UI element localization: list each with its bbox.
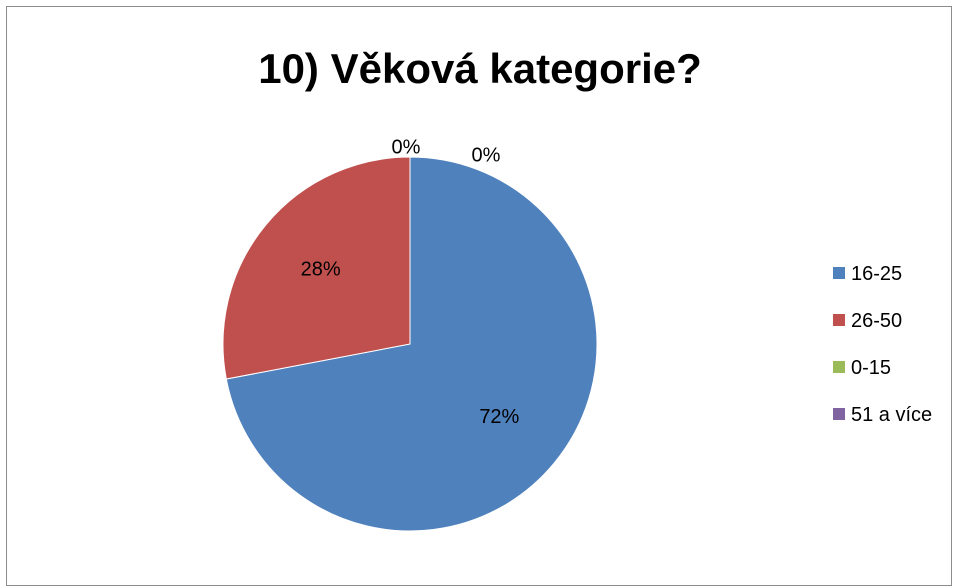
legend-label: 0-15 <box>851 357 892 379</box>
pie-chart: 72% 28% 0% 0% <box>222 136 598 532</box>
data-label-16-25: 72% <box>479 406 519 428</box>
legend-item-26-50: 26-50 <box>833 310 902 333</box>
legend-item-51-a-více: 51 a více <box>833 404 932 427</box>
pie-slice-16-25 <box>225 156 598 532</box>
data-label-51-a-více: 0% <box>392 136 421 158</box>
legend-label: 16-25 <box>851 263 903 285</box>
legend-swatch <box>833 313 845 326</box>
legend-swatch <box>833 360 845 373</box>
chart-title: 10) Věková kategorie? <box>258 45 702 92</box>
legend-label: 26-50 <box>851 310 903 332</box>
legend-swatch <box>833 407 845 420</box>
chart-frame: 10) Věková kategorie? 72% 28% 0% 0% 16-25 26… <box>6 6 952 586</box>
legend-item-0-15: 0-15 <box>833 357 891 380</box>
legend-swatch <box>833 266 845 279</box>
legend-label: 51 a více <box>851 404 933 426</box>
pie-slice-26-50 <box>222 156 411 380</box>
data-label-26-50: 28% <box>301 258 341 280</box>
data-label-0-15: 0% <box>472 144 501 166</box>
legend-item-16-25: 16-25 <box>833 263 902 286</box>
